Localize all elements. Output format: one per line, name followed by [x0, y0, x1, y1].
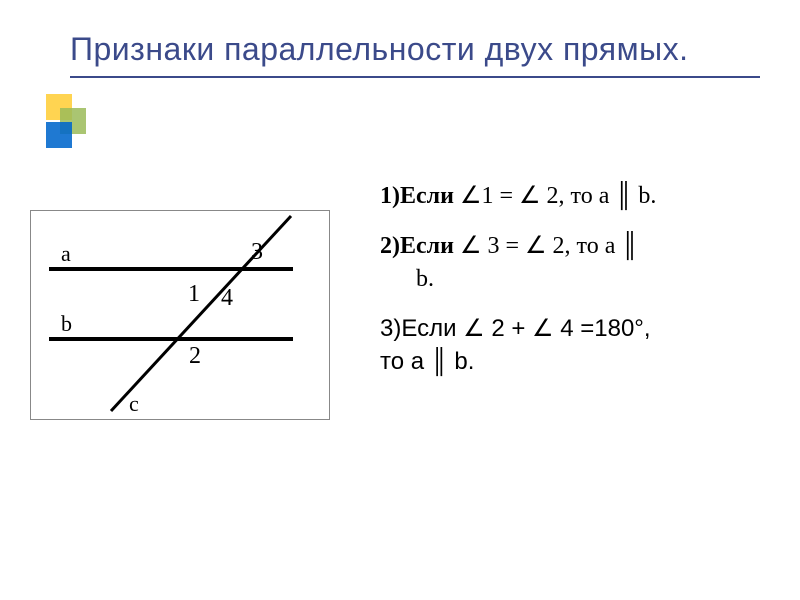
- rule-2-mid1: 3 =: [481, 233, 525, 259]
- rule-1: 1)Если ∠1 = ∠ 2, то a ║ b.: [380, 180, 770, 212]
- diagram: a b c 3 14 2: [30, 210, 330, 420]
- angle-icon: ∠: [519, 182, 541, 209]
- angle-icon: ∠: [463, 315, 485, 342]
- angle-icon: ∠: [532, 315, 554, 342]
- svg-text:4: 4: [221, 285, 233, 311]
- title-underline: [70, 76, 760, 78]
- rule-2: 2)Если ∠ 3 = ∠ 2, то a ║ b.: [380, 230, 770, 295]
- rule-2-mid2: 2, то a ║: [547, 233, 639, 259]
- svg-text:a: a: [61, 241, 71, 266]
- angle-icon: ∠: [460, 232, 482, 259]
- rule-1-mid: 1 =: [481, 183, 519, 209]
- rule-1-prefix: 1)Если: [380, 183, 460, 209]
- title-block: Признаки параллельности двух прямых.: [70, 30, 760, 78]
- svg-text:b: b: [61, 311, 72, 336]
- rule-2-prefix: 2)Если: [380, 233, 460, 259]
- svg-text:2: 2: [189, 343, 201, 369]
- rule-3: 3)Если ∠ 2 + ∠ 4 =180°, то a ║ b.: [380, 313, 770, 378]
- rule-1-tail: 2, то a ║ b.: [541, 183, 657, 209]
- svg-text:3: 3: [251, 239, 263, 265]
- rule-3-mid1: 2 +: [485, 315, 532, 342]
- angle-icon: ∠: [460, 182, 482, 209]
- rule-3-tail: то a ║ b.: [380, 346, 770, 378]
- corner-decoration: [46, 94, 116, 164]
- rule-3-mid2: 4 =180°,: [554, 315, 651, 342]
- rule-3-prefix: 3)Если: [380, 315, 463, 342]
- svg-text:c: c: [129, 391, 139, 416]
- page-title: Признаки параллельности двух прямых.: [70, 30, 760, 76]
- svg-text:1: 1: [188, 281, 200, 307]
- rule-2-tail: b.: [380, 263, 770, 295]
- theorem-list: 1)Если ∠1 = ∠ 2, то a ║ b. 2)Если ∠ 3 = …: [380, 180, 770, 396]
- angle-icon: ∠: [525, 232, 547, 259]
